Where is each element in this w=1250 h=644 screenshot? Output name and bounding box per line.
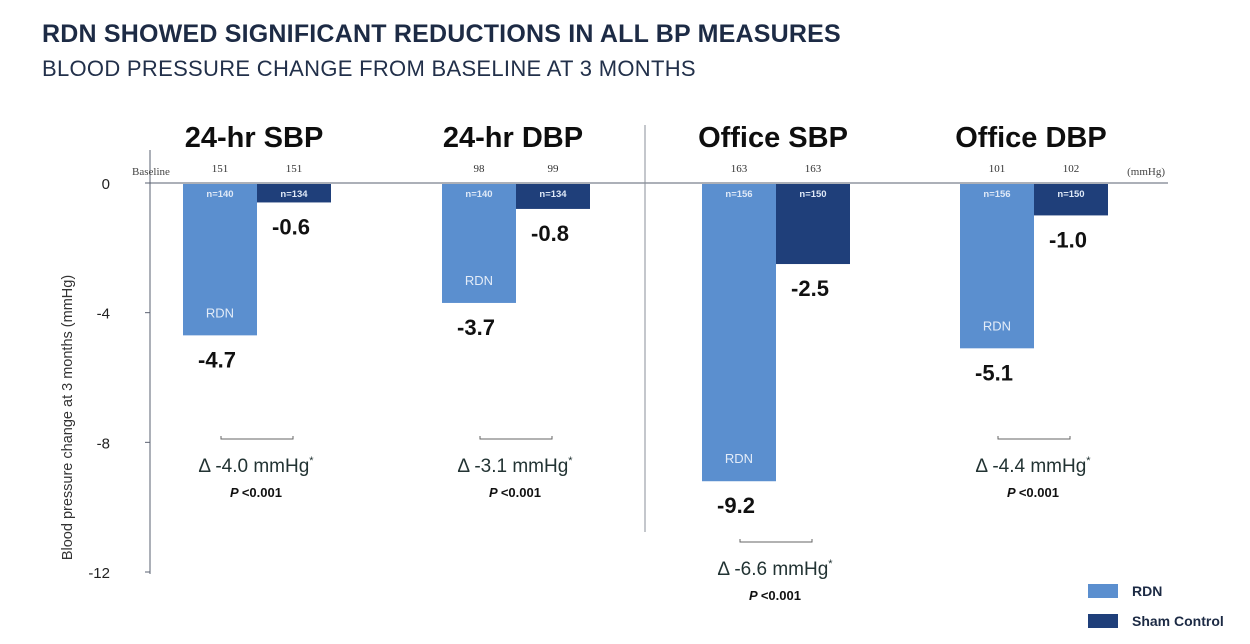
value-label-24-hr-dbp-rdn: -3.7 bbox=[457, 315, 495, 340]
bar-inner-label-office-sbp: RDN bbox=[725, 451, 753, 466]
n-label-24-hr-dbp-sham: n=134 bbox=[539, 189, 567, 200]
delta-label-24-hr-dbp: Δ -3.1 mmHg* bbox=[457, 455, 573, 477]
y-tick-label: -8 bbox=[97, 435, 110, 452]
p-value-office-sbp: P <0.001 bbox=[749, 588, 801, 603]
delta-label-24-hr-sbp: Δ -4.0 mmHg* bbox=[198, 455, 314, 477]
p-value-text: <0.001 bbox=[501, 485, 541, 500]
group-title-24-hr-dbp: 24-hr DBP bbox=[443, 122, 583, 154]
value-label-office-sbp-rdn: -9.2 bbox=[717, 493, 755, 518]
p-symbol: P bbox=[1007, 485, 1019, 500]
delta-label-office-sbp: Δ -6.6 mmHg* bbox=[717, 558, 833, 580]
n-label-24-hr-sbp-sham: n=134 bbox=[280, 189, 308, 200]
baseline-value-office-dbp-rdn: 101 bbox=[989, 163, 1006, 175]
legend-label-sham: Sham Control bbox=[1132, 613, 1224, 629]
baseline-value-24-hr-dbp-sham: 99 bbox=[548, 163, 560, 175]
y-axis-label: Blood pressure change at 3 months (mmHg) bbox=[60, 275, 76, 560]
n-label-24-hr-sbp-rdn: n=140 bbox=[206, 189, 233, 200]
y-tick-label: 0 bbox=[102, 176, 110, 193]
legend-label-rdn: RDN bbox=[1132, 583, 1163, 599]
baseline-value-office-sbp-rdn: 163 bbox=[731, 163, 748, 175]
bar-office-sbp-sham bbox=[776, 184, 850, 265]
bar-office-dbp-sham bbox=[1034, 184, 1108, 216]
bar-24-hr-dbp-sham bbox=[516, 184, 590, 209]
value-label-office-sbp-sham: -2.5 bbox=[791, 276, 829, 301]
unit-label: (mmHg) bbox=[1127, 166, 1165, 178]
p-value-24-hr-dbp: P <0.001 bbox=[489, 485, 541, 500]
legend-swatch-sham bbox=[1088, 614, 1118, 628]
bar-24-hr-sbp-sham bbox=[257, 184, 331, 203]
p-symbol: P bbox=[749, 588, 761, 603]
bar-24-hr-sbp-rdn bbox=[183, 184, 257, 336]
n-label-office-sbp-sham: n=150 bbox=[799, 189, 826, 200]
p-value-text: <0.001 bbox=[1019, 485, 1059, 500]
delta-bracket-office-sbp bbox=[739, 539, 813, 543]
delta-asterisk: * bbox=[568, 455, 573, 467]
delta-label-office-dbp: Δ -4.4 mmHg* bbox=[975, 455, 1091, 477]
bar-office-sbp-rdn bbox=[702, 184, 776, 482]
chart-title: RDN SHOWED SIGNIFICANT REDUCTIONS IN ALL… bbox=[42, 20, 841, 48]
n-label-office-dbp-sham: n=150 bbox=[1057, 189, 1084, 200]
legend: RDN Sham Control bbox=[1088, 582, 1224, 642]
delta-asterisk: * bbox=[828, 558, 833, 570]
legend-item-rdn: RDN bbox=[1088, 582, 1224, 600]
delta-bracket-office-dbp bbox=[997, 436, 1071, 440]
p-value-office-dbp: P <0.001 bbox=[1007, 485, 1059, 500]
group-title-24-hr-sbp: 24-hr SBP bbox=[185, 122, 324, 154]
delta-bracket-24-hr-dbp bbox=[479, 436, 553, 440]
bar-office-dbp-rdn bbox=[960, 184, 1034, 349]
legend-item-sham: Sham Control bbox=[1088, 612, 1224, 630]
bar-inner-label-24-hr-sbp: RDN bbox=[206, 305, 234, 320]
value-label-24-hr-sbp-sham: -0.6 bbox=[272, 214, 310, 239]
bar-inner-label-24-hr-dbp: RDN bbox=[465, 273, 493, 288]
n-label-office-dbp-rdn: n=156 bbox=[983, 189, 1010, 200]
p-symbol: P bbox=[489, 485, 501, 500]
value-label-office-dbp-rdn: -5.1 bbox=[975, 360, 1013, 385]
y-tick-label: -12 bbox=[88, 565, 110, 582]
p-value-text: <0.001 bbox=[761, 588, 801, 603]
delta-bracket-24-hr-sbp bbox=[220, 436, 294, 440]
p-value-text: <0.001 bbox=[242, 485, 282, 500]
value-label-office-dbp-sham: -1.0 bbox=[1049, 227, 1087, 252]
bar-inner-label-office-dbp: RDN bbox=[983, 318, 1011, 333]
delta-asterisk: * bbox=[1086, 455, 1091, 467]
group-title-office-dbp: Office DBP bbox=[955, 122, 1106, 154]
baseline-value-24-hr-sbp-sham: 151 bbox=[286, 163, 303, 175]
p-symbol: P bbox=[230, 485, 242, 500]
baseline-row-label: Baseline bbox=[132, 166, 170, 178]
legend-swatch-rdn bbox=[1088, 584, 1118, 598]
y-tick-label: -4 bbox=[97, 306, 110, 323]
bar-24-hr-dbp-rdn bbox=[442, 184, 516, 303]
n-label-office-sbp-rdn: n=156 bbox=[725, 189, 752, 200]
chart-subtitle: BLOOD PRESSURE CHANGE FROM BASELINE AT 3… bbox=[42, 56, 696, 81]
n-label-24-hr-dbp-rdn: n=140 bbox=[465, 189, 492, 200]
baseline-value-24-hr-dbp-rdn: 98 bbox=[474, 163, 486, 175]
baseline-value-office-dbp-sham: 102 bbox=[1063, 163, 1080, 175]
p-value-24-hr-sbp: P <0.001 bbox=[230, 485, 282, 500]
delta-asterisk: * bbox=[309, 455, 314, 467]
baseline-value-office-sbp-sham: 163 bbox=[805, 163, 822, 175]
value-label-24-hr-sbp-rdn: -4.7 bbox=[198, 347, 236, 372]
group-title-office-sbp: Office SBP bbox=[698, 122, 848, 154]
baseline-value-24-hr-sbp-rdn: 151 bbox=[212, 163, 229, 175]
value-label-24-hr-dbp-sham: -0.8 bbox=[531, 221, 569, 246]
